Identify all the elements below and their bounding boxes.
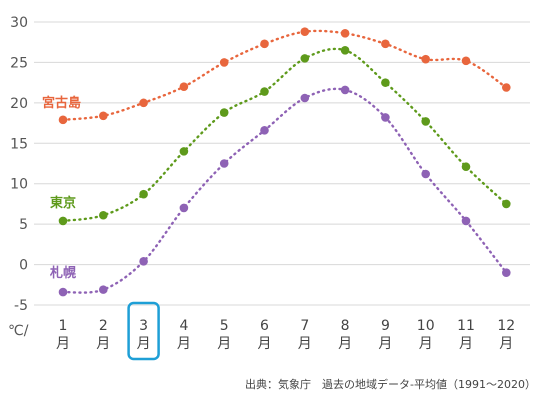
data-point [179, 147, 189, 156]
y-tick-label: 25 [10, 55, 28, 71]
y-tick-label: 0 [19, 258, 28, 274]
y-tick-label: 30 [10, 15, 28, 31]
data-point [340, 85, 350, 95]
x-tick-suffix: 月 [419, 336, 433, 352]
x-tick-suffix: 月 [499, 336, 513, 352]
x-tick-suffix: 月 [217, 336, 231, 352]
x-tick-number: 1 [59, 318, 68, 334]
data-point [300, 93, 310, 103]
x-tick-number: 10 [417, 318, 435, 334]
data-point [502, 83, 511, 92]
data-point [260, 126, 269, 135]
data-point [461, 216, 471, 226]
data-point [340, 46, 350, 55]
x-tick-suffix: 月 [459, 336, 473, 352]
y-tick-label: 15 [10, 136, 28, 152]
data-point [139, 189, 148, 199]
x-tick-number: 3 [139, 318, 148, 334]
x-tick-suffix: 月 [177, 336, 191, 352]
y-tick-label: 5 [19, 217, 28, 233]
highlight-box [127, 301, 160, 361]
data-point [461, 162, 471, 172]
data-point [340, 29, 350, 38]
x-tick-suffix: 月 [298, 336, 312, 352]
data-point [139, 257, 148, 266]
x-tick-suffix: 月 [137, 336, 151, 352]
data-point [260, 39, 269, 49]
series-line [61, 87, 508, 294]
series-label: 宮古島 [42, 95, 81, 111]
x-tick-number: 6 [260, 318, 269, 334]
data-point [139, 98, 148, 108]
data-point [300, 54, 310, 63]
data-point [421, 54, 431, 64]
data-point [219, 108, 229, 117]
y-tick-label: 20 [10, 96, 28, 112]
y-tick-label: -5 [14, 298, 28, 314]
x-tick-number: 4 [179, 318, 188, 334]
series-label: 東京 [50, 195, 76, 211]
x-tick-number: 2 [99, 318, 108, 334]
data-point [381, 78, 390, 87]
data-point [99, 210, 108, 220]
source-note: 出典：気象庁 過去の地域データ-平均値（1991〜2020） [245, 378, 536, 391]
series-line [61, 29, 508, 122]
grid-lines [34, 21, 530, 306]
data-point [58, 287, 68, 297]
x-tick-suffix: 月 [258, 336, 272, 352]
x-tick-suffix: 月 [56, 336, 70, 352]
data-point [421, 117, 431, 126]
data-point [179, 82, 189, 91]
data-point [260, 87, 269, 96]
data-point [219, 58, 229, 67]
y-axis-unit-label: ℃/ [8, 323, 29, 339]
x-tick-number: 8 [341, 318, 350, 334]
data-point [219, 159, 229, 168]
data-point [99, 111, 108, 121]
x-tick-number: 9 [381, 318, 390, 334]
data-point [300, 27, 310, 37]
data-point [99, 285, 108, 294]
data-point [461, 56, 471, 66]
data-point [58, 216, 68, 226]
x-tick-number: 11 [457, 318, 475, 334]
data-point [58, 115, 68, 125]
highlight-month [127, 301, 160, 361]
y-tick-label: 10 [10, 177, 28, 193]
data-point [421, 169, 431, 179]
data-point [179, 203, 189, 213]
y-axis-ticks: -5 0 5 10 15 20 25 30 [10, 15, 28, 314]
data-point [381, 39, 390, 49]
x-tick-number: 7 [300, 318, 309, 334]
series-label: 札幌 [49, 265, 76, 281]
series-line [61, 47, 508, 223]
x-tick-suffix: 月 [96, 336, 110, 352]
x-tick-suffix: 月 [378, 336, 392, 352]
x-tick-number: 5 [220, 318, 229, 334]
data-point [381, 113, 390, 122]
x-tick-number: 12 [497, 318, 515, 334]
data-point [502, 199, 511, 209]
x-tick-suffix: 月 [338, 336, 352, 352]
x-axis-ticks: 1 月 2 月 3 月 4 月 5 月 6 月 7 月 8 月 9 月 10 月 11 月 12 月 [56, 318, 515, 352]
data-point [502, 268, 511, 277]
